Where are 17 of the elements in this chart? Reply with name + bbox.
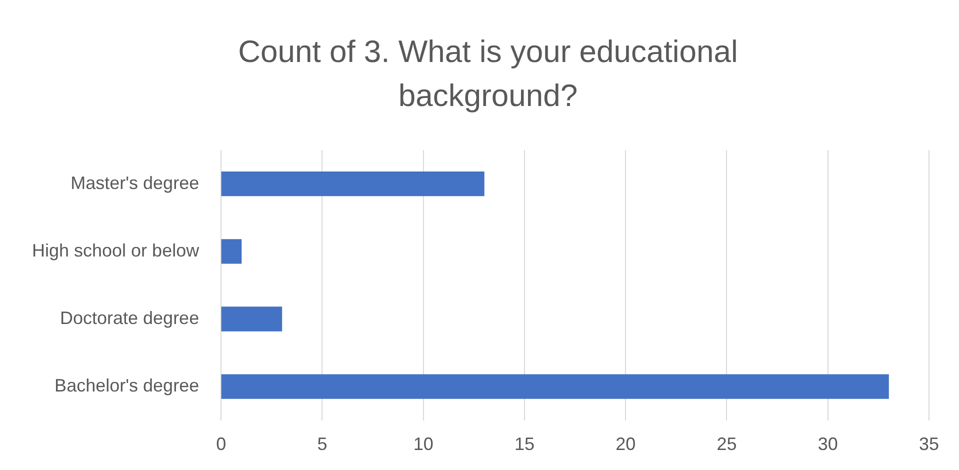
x-tick-label: 0: [216, 434, 226, 454]
y-tick-label: Bachelor's degree: [54, 376, 200, 396]
x-tick-label: 30: [818, 434, 838, 454]
x-tick-label: 10: [413, 434, 434, 454]
bar: [221, 306, 282, 332]
y-tick-label: Master's degree: [70, 172, 200, 193]
x-tick-label: 20: [616, 434, 636, 454]
bar: [221, 171, 484, 196]
y-tick-label: High school or below: [32, 240, 200, 260]
x-tick-label: 15: [514, 434, 534, 454]
bar: [221, 239, 242, 264]
chart-title: Count of 3. What is your educational background?: [237, 33, 739, 115]
x-tick-label: 35: [918, 434, 940, 454]
x-tick-label: 25: [716, 434, 737, 454]
x-tick-label: 5: [317, 434, 328, 454]
bar: [221, 374, 889, 399]
y-tick-label: Doctorate degree: [60, 308, 200, 328]
